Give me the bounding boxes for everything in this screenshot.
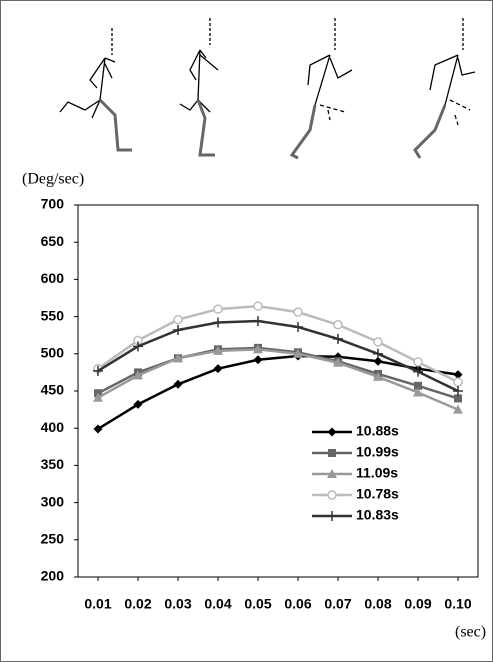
x-tick-label: 0.06 [284,596,311,612]
y-tick-label: 300 [41,493,65,509]
marker [173,353,183,363]
legend-label: 10.99s [356,444,399,460]
stick-figures [59,18,476,160]
marker [333,320,343,330]
marker [253,316,263,327]
marker [213,345,223,355]
marker [327,511,337,521]
x-tick-label: 0.01 [84,596,111,612]
marker [173,379,183,389]
marker [173,314,183,325]
marker [454,394,462,403]
marker [413,387,423,397]
series-line [97,319,459,393]
x-tick-label: 0.07 [324,596,351,612]
series-line [97,348,459,411]
marker [93,365,103,376]
y-tick-label: 200 [41,568,65,584]
marker [253,344,263,354]
marker [373,348,383,359]
y-tick-label: 500 [41,345,65,361]
x-tick-label: 0.08 [364,596,391,612]
marker [173,324,183,335]
marker [293,348,303,358]
legend-label: 11.09s [356,465,398,481]
marker [373,371,383,381]
marker [453,404,463,414]
marker [373,337,383,347]
marker [333,357,343,367]
marker [453,377,463,387]
marker [253,301,263,311]
marker [327,490,337,500]
marker [93,392,103,402]
marker [213,364,223,374]
marker [93,424,103,434]
x-tick-label: 0.03 [164,596,191,612]
y-tick-label: 650 [41,233,65,249]
marker [413,357,423,367]
marker [453,370,463,380]
marker [293,322,303,333]
x-tick-label: 0.04 [204,596,231,612]
legend-label: 10.83s [356,507,399,523]
y-tick-label: 600 [41,270,65,286]
legend-label: 10.88s [356,423,399,439]
marker [133,370,143,380]
marker [328,449,336,457]
x-tick-label: 0.10 [444,596,471,612]
marker [253,355,263,365]
x-tick-label: 0.02 [124,596,151,612]
marker [327,469,337,478]
y-tick-label: 350 [41,456,65,472]
marker [333,333,343,344]
y-tick-label: 450 [41,382,65,398]
marker [373,356,383,366]
marker [133,341,143,352]
marker [293,307,303,317]
series-line [97,354,459,431]
marker [213,317,223,328]
x-axis-label: (sec) [455,624,486,641]
marker [453,386,463,396]
y-tick-label: 700 [41,196,65,212]
marker [213,304,223,314]
series-line [97,304,459,384]
marker [133,399,143,409]
y-tick-label: 250 [41,531,65,547]
y-axis-label: (Deg/sec) [22,171,84,188]
x-tick-label: 0.09 [404,596,431,612]
marker [413,366,423,377]
series-line [97,346,459,400]
legend-label: 10.78s [356,486,399,502]
y-tick-label: 400 [41,419,65,435]
y-tick-label: 550 [41,307,65,323]
x-tick-label: 0.05 [244,596,271,612]
marker [414,381,422,390]
marker [327,427,337,437]
